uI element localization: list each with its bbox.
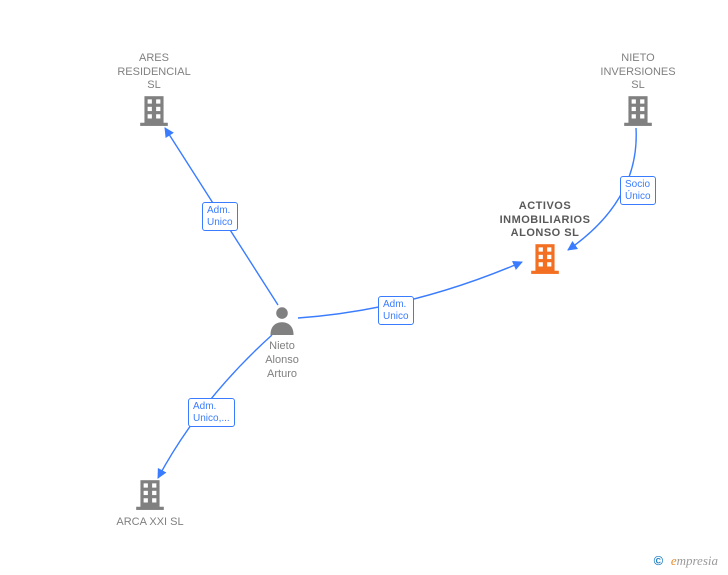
watermark-copyright: ©: [654, 553, 664, 568]
person-icon: [265, 305, 299, 340]
building-icon: [117, 93, 190, 132]
edge-label-person-ares: Adm. Unico: [202, 202, 238, 231]
node-label: NIETO INVERSIONES SL: [600, 52, 675, 93]
watermark-brand-rest: mpresia: [677, 553, 718, 568]
node-label: ACTIVOS INMOBILIARIOS ALONSO SL: [500, 200, 591, 241]
node-ares[interactable]: ARES RESIDENCIAL SL: [117, 52, 190, 132]
node-label: Nieto Alonso Arturo: [265, 340, 299, 381]
building-icon: [621, 93, 655, 127]
building-icon: [500, 241, 591, 280]
person-icon: [268, 305, 296, 335]
building-icon: [137, 93, 171, 127]
building-icon: [528, 241, 562, 275]
node-person[interactable]: Nieto Alonso Arturo: [265, 305, 299, 381]
node-nieto_inv[interactable]: NIETO INVERSIONES SL: [600, 52, 675, 132]
building-icon: [600, 93, 675, 132]
node-label: ARES RESIDENCIAL SL: [117, 52, 190, 93]
node-activos[interactable]: ACTIVOS INMOBILIARIOS ALONSO SL: [500, 200, 591, 280]
node-arca[interactable]: ARCA XXI SL: [116, 477, 183, 530]
edge-label-nieto_inv-activos: Socio Único: [620, 176, 656, 205]
node-label: ARCA XXI SL: [116, 516, 183, 530]
edge-label-person-arca: Adm. Unico,...: [188, 398, 235, 427]
watermark: © empresia: [654, 553, 718, 569]
building-icon: [133, 477, 167, 511]
building-icon: [116, 477, 183, 516]
edge-label-person-activos: Adm. Unico: [378, 296, 414, 325]
